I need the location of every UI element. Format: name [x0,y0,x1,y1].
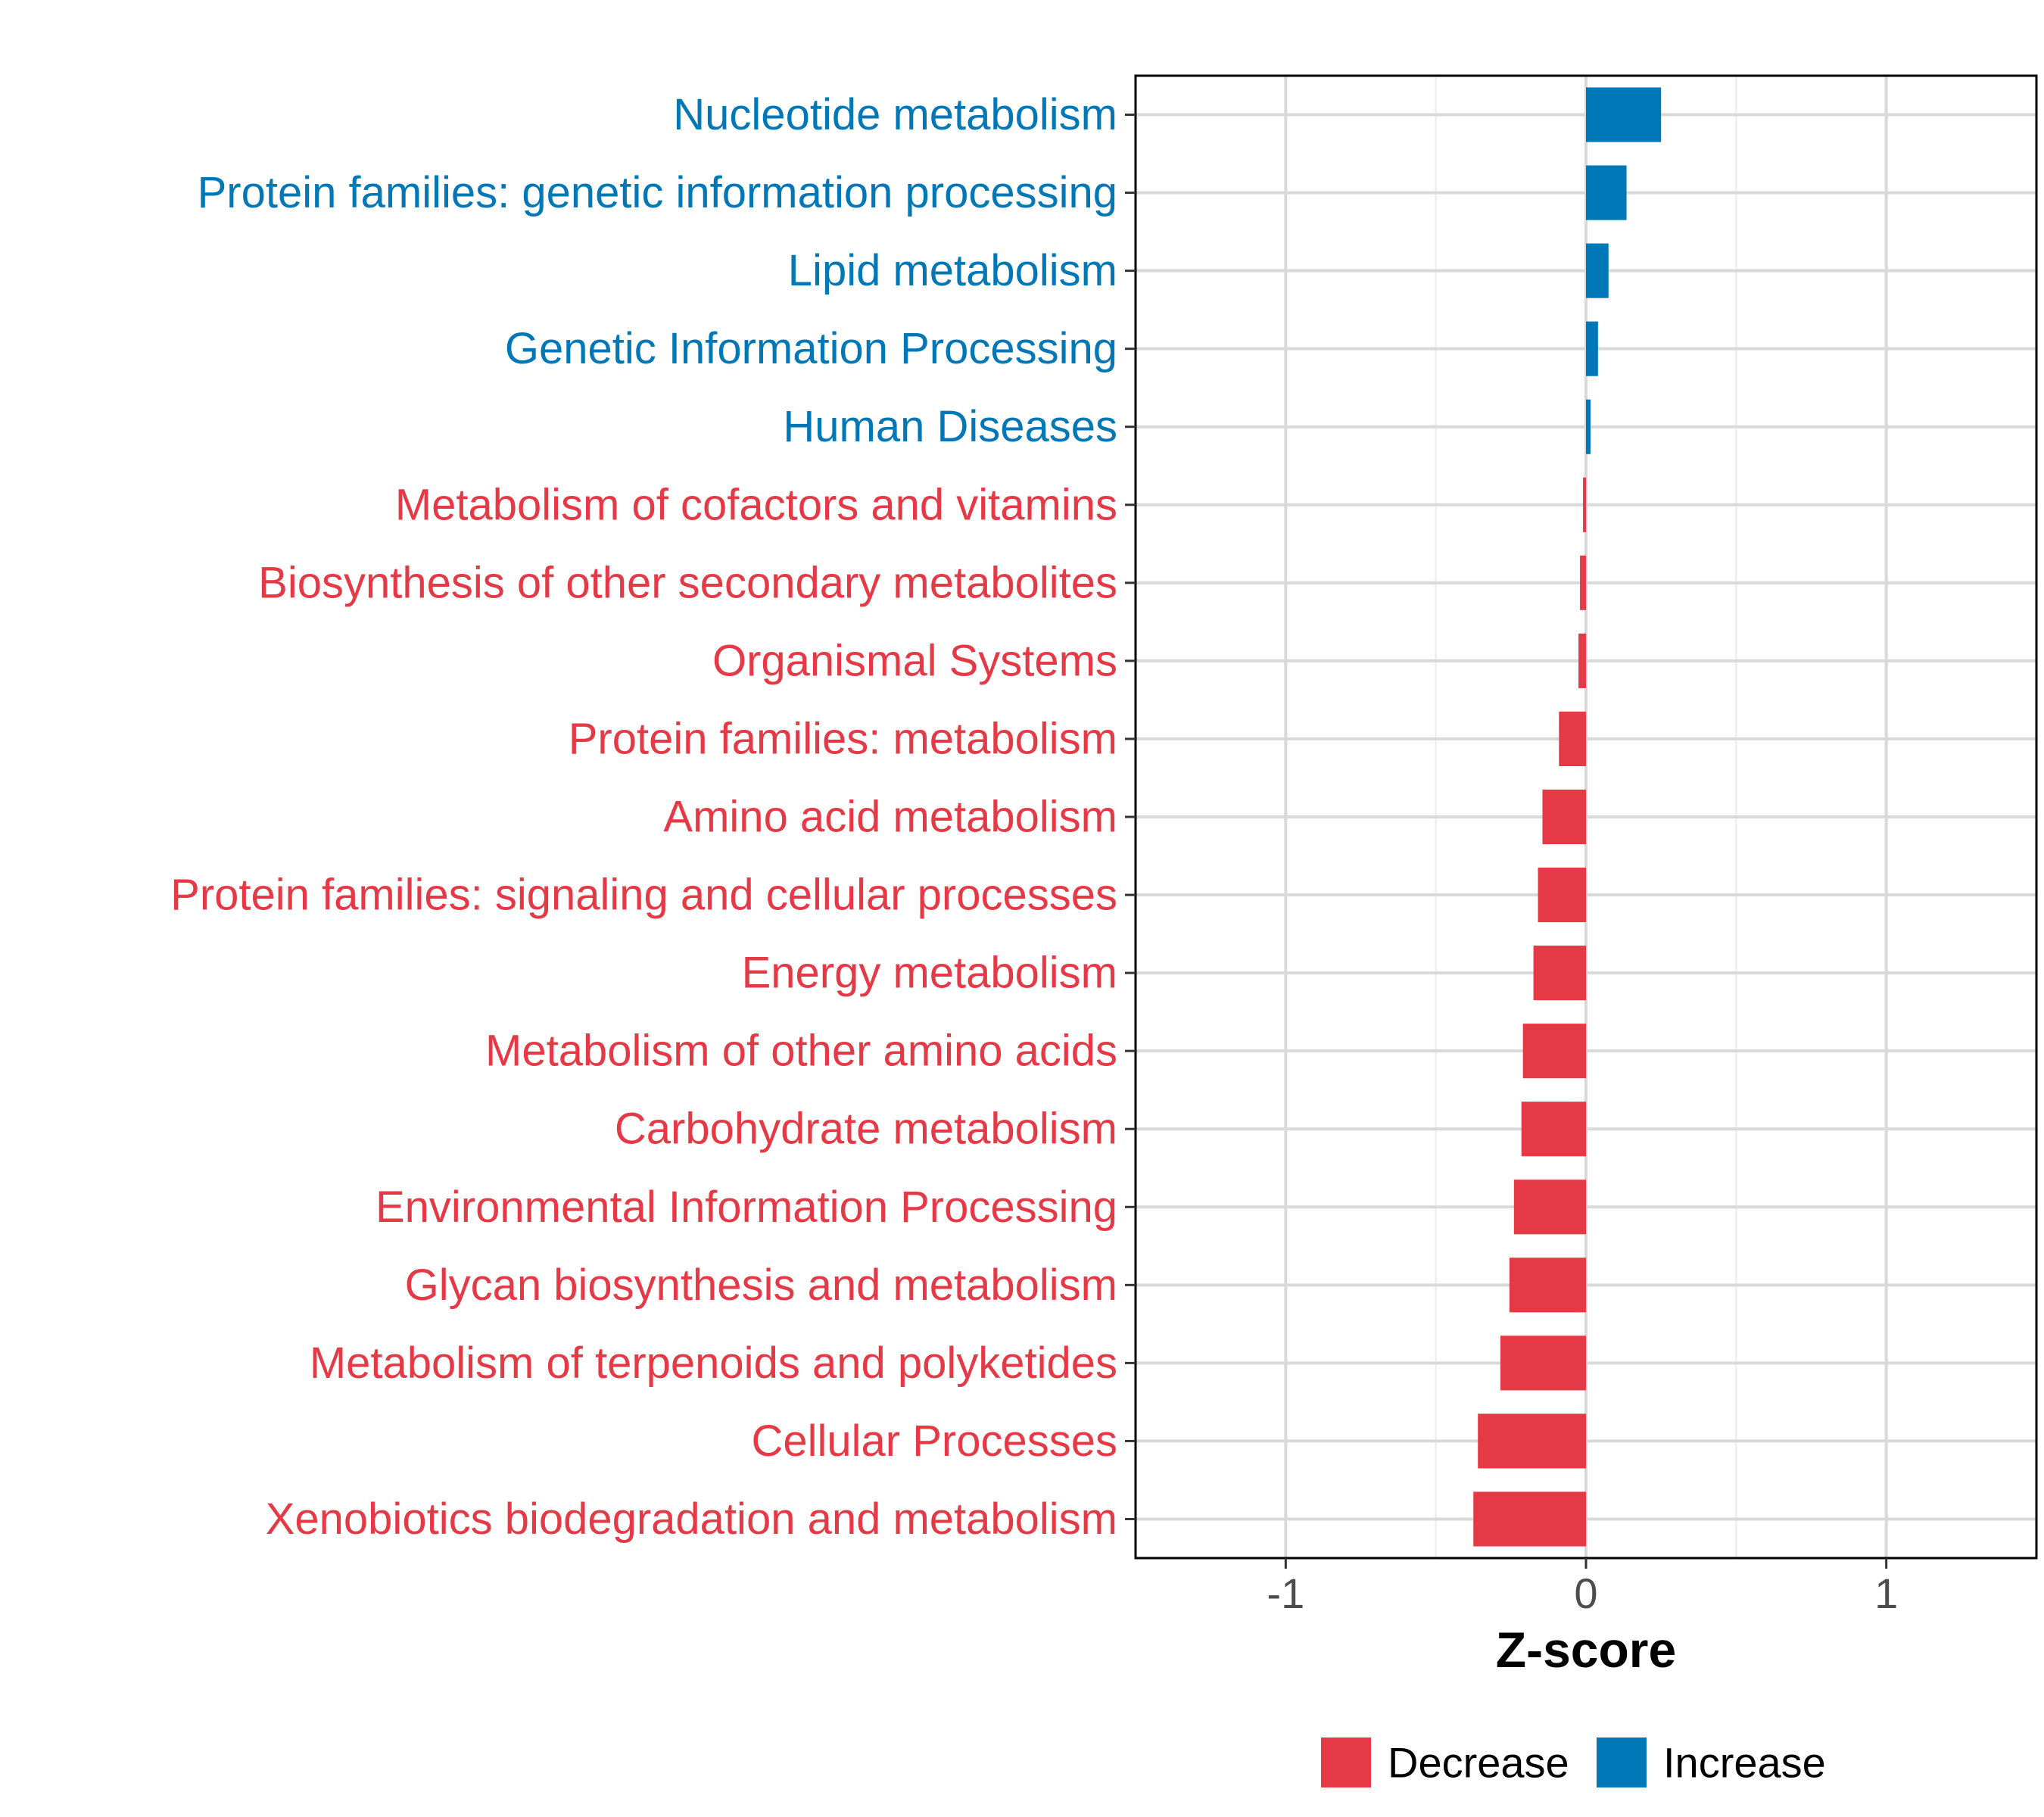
bar-protein-families-signaling-and-cellular-processes [1538,867,1586,923]
y-tick-label: Environmental Information Processing [375,1183,1117,1232]
y-tick-label: Glycan biosynthesis and metabolism [405,1261,1117,1310]
bar-carbohydrate-metabolism [1521,1102,1586,1157]
y-tick-label: Metabolism of terpenoids and polyketides [310,1339,1117,1388]
y-tick-label: Amino acid metabolism [663,793,1117,842]
y-tick-label: Carbohydrate metabolism [615,1105,1117,1154]
bar-metabolism-of-cofactors-and-vitamins [1583,477,1586,532]
y-tick-label: Metabolism of cofactors and vitamins [395,480,1117,529]
bar-environmental-information-processing [1513,1180,1586,1235]
y-tick-label: Metabolism of other amino acids [485,1027,1117,1076]
bar-biosynthesis-of-other-secondary-metabolites [1580,555,1586,610]
bar-glycan-biosynthesis-and-metabolism [1509,1258,1586,1313]
bar-cellular-processes [1478,1413,1586,1469]
legend: Decrease Increase [1321,1738,1826,1787]
legend-label-increase: Increase [1663,1739,1826,1787]
y-axis: Nucleotide metabolism Protein families: g… [170,90,1136,1544]
bar-organismal-systems [1578,633,1586,688]
legend-key-decrease [1321,1738,1371,1787]
bar-xenobiotics-biodegradation-and-metabolism [1473,1491,1586,1547]
y-tick-label: Organismal Systems [712,636,1117,685]
bar-metabolism-of-terpenoids-and-polyketides [1500,1335,1586,1391]
y-tick-label: Biosynthesis of other secondary metaboli… [258,558,1117,607]
y-tick-label: Protein families: metabolism [569,714,1117,763]
bar-genetic-information-processing [1586,321,1598,376]
bar-energy-metabolism [1533,946,1586,1001]
y-tick-label: Lipid metabolism [788,246,1117,295]
legend-key-increase [1597,1738,1647,1787]
bar-layer [1473,87,1662,1547]
legend-label-decrease: Decrease [1388,1739,1569,1787]
bar-protein-families-metabolism [1559,711,1586,767]
y-tick-label: Cellular Processes [751,1417,1117,1466]
x-axis: -1 0 1 [1267,1558,1898,1617]
bar-amino-acid-metabolism [1542,789,1586,845]
x-axis-title: Z-score [1496,1622,1676,1678]
x-tick-label: -1 [1267,1569,1304,1617]
x-tick-label: 0 [1574,1569,1597,1617]
y-tick-label: Nucleotide metabolism [673,90,1117,139]
bar-metabolism-of-other-amino-acids [1522,1024,1586,1079]
bar-lipid-metabolism [1586,243,1609,298]
x-tick-label: 1 [1874,1569,1898,1617]
bar-human-diseases [1586,399,1591,454]
y-tick-label: Energy metabolism [742,949,1117,998]
y-tick-label: Protein families: genetic information pr… [198,168,1117,217]
bar-protein-families-genetic-information-processing [1586,165,1627,220]
bar-nucleotide-metabolism [1586,87,1662,142]
y-tick-label: Protein families: signaling and cellular… [170,871,1117,920]
y-tick-label: Xenobiotics biodegradation and metabolis… [266,1494,1117,1544]
y-tick-label: Human Diseases [783,402,1117,451]
y-tick-label: Genetic Information Processing [505,324,1117,373]
